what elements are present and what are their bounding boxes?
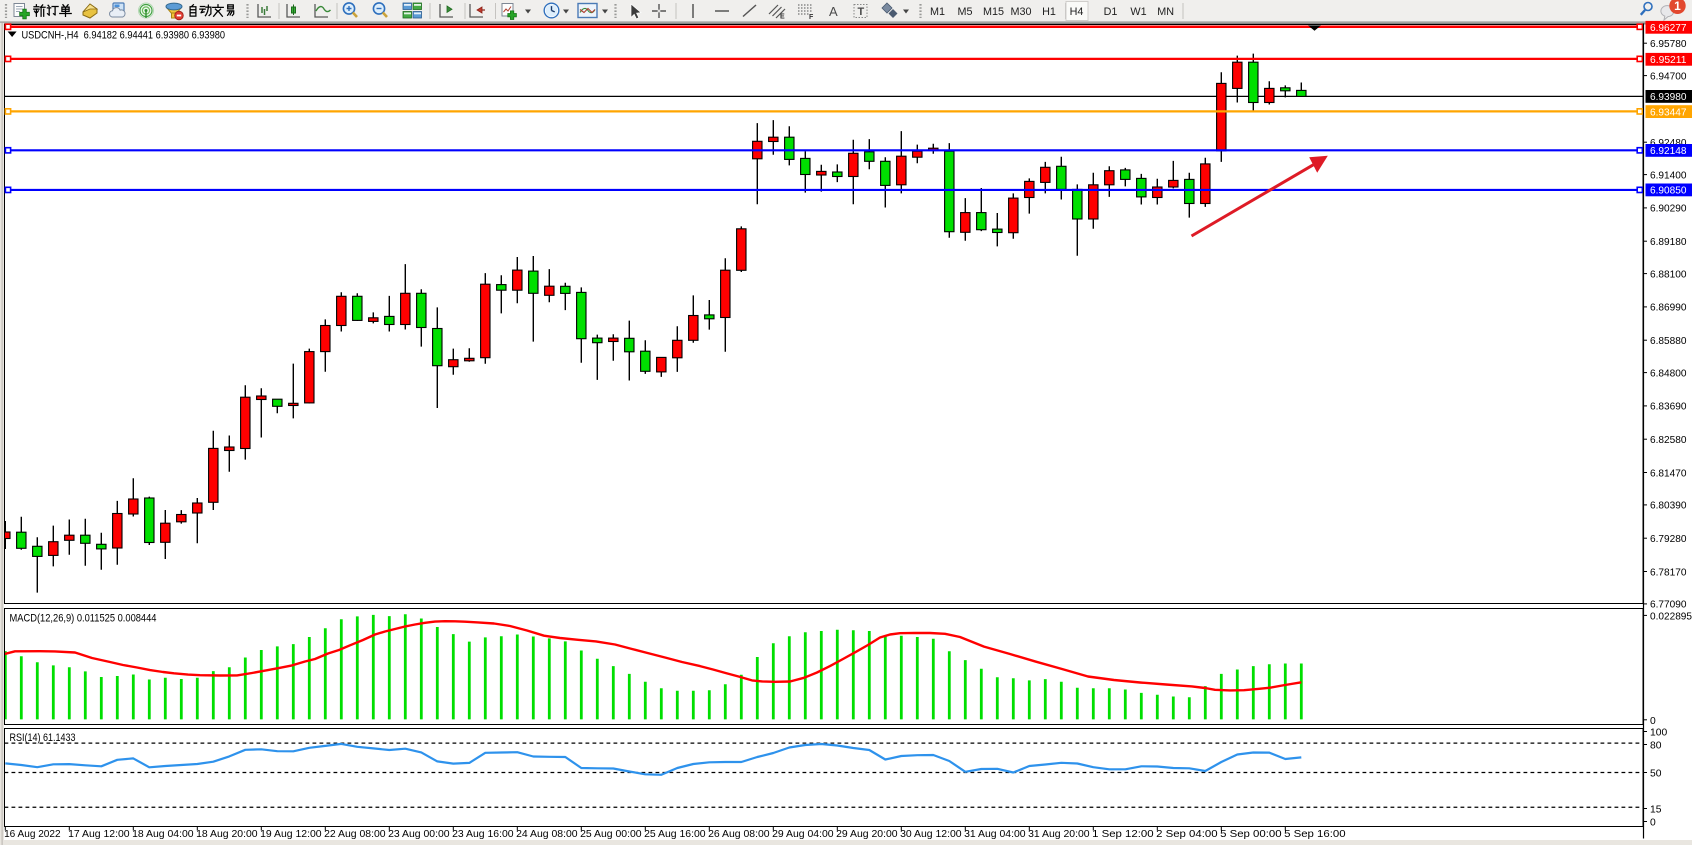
svg-text:6.96277: 6.96277 bbox=[1650, 23, 1687, 34]
svg-text:80: 80 bbox=[1650, 740, 1662, 751]
svg-text:24 Aug 08:00: 24 Aug 08:00 bbox=[516, 829, 578, 840]
svg-text:6.85880: 6.85880 bbox=[1650, 336, 1687, 347]
svg-text:19 Aug 12:00: 19 Aug 12:00 bbox=[260, 829, 322, 840]
svg-text:6.92480: 6.92480 bbox=[1650, 138, 1687, 149]
svg-text:50: 50 bbox=[1650, 768, 1662, 779]
svg-text:F: F bbox=[809, 14, 814, 21]
svg-text:6.83690: 6.83690 bbox=[1650, 402, 1687, 413]
svg-text:0: 0 bbox=[1650, 817, 1656, 828]
svg-text:5 Sep 16:00: 5 Sep 16:00 bbox=[1284, 829, 1346, 840]
svg-text:30 Aug 12:00: 30 Aug 12:00 bbox=[900, 829, 962, 840]
svg-text:6.81470: 6.81470 bbox=[1650, 468, 1687, 479]
svg-text:31 Aug 20:00: 31 Aug 20:00 bbox=[1028, 829, 1090, 840]
svg-text:6.88100: 6.88100 bbox=[1650, 269, 1687, 280]
svg-text:16 Aug 2022: 16 Aug 2022 bbox=[4, 829, 61, 840]
svg-text:6.79280: 6.79280 bbox=[1650, 534, 1687, 545]
svg-text:23 Aug 00:00: 23 Aug 00:00 bbox=[388, 829, 450, 840]
svg-text:M1: M1 bbox=[930, 6, 945, 18]
svg-text:15: 15 bbox=[1650, 804, 1662, 815]
svg-text:6.80390: 6.80390 bbox=[1650, 501, 1687, 512]
svg-text:6.95211: 6.95211 bbox=[1650, 55, 1687, 66]
svg-text:T: T bbox=[858, 6, 865, 18]
svg-text:6.90850: 6.90850 bbox=[1650, 186, 1687, 197]
svg-text:1 Sep 12:00: 1 Sep 12:00 bbox=[1092, 829, 1154, 840]
svg-text:29 Aug 20:00: 29 Aug 20:00 bbox=[836, 829, 898, 840]
svg-text:D1: D1 bbox=[1104, 6, 1118, 18]
svg-text:18 Aug 20:00: 18 Aug 20:00 bbox=[196, 829, 258, 840]
svg-text:2 Sep 04:00: 2 Sep 04:00 bbox=[1156, 829, 1218, 840]
svg-text:25 Aug 00:00: 25 Aug 00:00 bbox=[580, 829, 642, 840]
svg-text:6.82580: 6.82580 bbox=[1650, 435, 1687, 446]
svg-text:6.89180: 6.89180 bbox=[1650, 237, 1687, 248]
svg-text:USDCNH-,H4 6.94182 6.94441 6.: USDCNH-,H4 6.94182 6.94441 6.93980 6.939… bbox=[22, 29, 226, 41]
svg-text:5 Sep 00:00: 5 Sep 00:00 bbox=[1220, 829, 1282, 840]
svg-text:6.93980: 6.93980 bbox=[1650, 92, 1687, 103]
svg-text:18 Aug 04:00: 18 Aug 04:00 bbox=[132, 829, 194, 840]
svg-text:6.84800: 6.84800 bbox=[1650, 368, 1687, 379]
svg-text:6.86990: 6.86990 bbox=[1650, 303, 1687, 314]
svg-text:0: 0 bbox=[1650, 716, 1656, 727]
svg-text:M5: M5 bbox=[958, 6, 973, 18]
svg-text:W1: W1 bbox=[1130, 6, 1146, 18]
svg-text:H4: H4 bbox=[1070, 6, 1084, 18]
svg-text:6.77090: 6.77090 bbox=[1650, 600, 1687, 611]
svg-text:100: 100 bbox=[1650, 727, 1667, 738]
svg-text:23 Aug 16:00: 23 Aug 16:00 bbox=[452, 829, 514, 840]
svg-text:M30: M30 bbox=[1010, 6, 1031, 18]
svg-text:MN: MN bbox=[1157, 6, 1174, 18]
svg-text:H1: H1 bbox=[1042, 6, 1056, 18]
svg-text:31 Aug 04:00: 31 Aug 04:00 bbox=[964, 829, 1026, 840]
svg-text:0.022895: 0.022895 bbox=[1650, 611, 1692, 622]
svg-text:6.93447: 6.93447 bbox=[1650, 107, 1687, 118]
svg-text:MACD(12,26,9) 0.011525 0.00844: MACD(12,26,9) 0.011525 0.008444 bbox=[10, 612, 157, 624]
svg-text:6.78170: 6.78170 bbox=[1650, 567, 1687, 578]
svg-text:A: A bbox=[829, 4, 838, 19]
svg-text:6.91400: 6.91400 bbox=[1650, 170, 1687, 181]
svg-text:M15: M15 bbox=[983, 6, 1004, 18]
svg-text:6.90290: 6.90290 bbox=[1650, 204, 1687, 215]
svg-text:25 Aug 16:00: 25 Aug 16:00 bbox=[644, 829, 706, 840]
svg-text:1: 1 bbox=[1674, 0, 1681, 13]
svg-text:22 Aug 08:00: 22 Aug 08:00 bbox=[324, 829, 386, 840]
svg-text:E: E bbox=[780, 14, 785, 21]
svg-text:6.92148: 6.92148 bbox=[1650, 146, 1687, 157]
svg-text:29 Aug 04:00: 29 Aug 04:00 bbox=[772, 829, 834, 840]
svg-text:26 Aug 08:00: 26 Aug 08:00 bbox=[708, 829, 770, 840]
svg-text:RSI(14) 61.1433: RSI(14) 61.1433 bbox=[10, 732, 76, 744]
svg-text:17 Aug 12:00: 17 Aug 12:00 bbox=[68, 829, 130, 840]
svg-text:6.94700: 6.94700 bbox=[1650, 71, 1687, 82]
svg-text:6.95780: 6.95780 bbox=[1650, 39, 1687, 50]
